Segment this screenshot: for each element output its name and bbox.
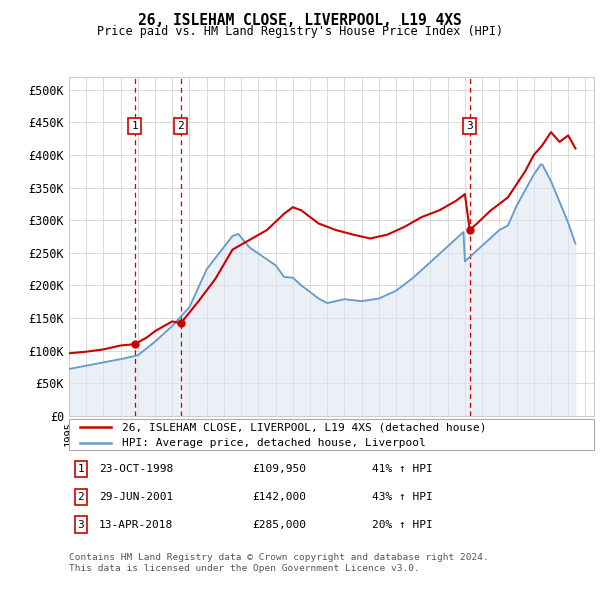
Text: 3: 3 (466, 121, 473, 131)
Text: £109,950: £109,950 (252, 464, 306, 474)
Text: 26, ISLEHAM CLOSE, LIVERPOOL, L19 4XS (detached house): 26, ISLEHAM CLOSE, LIVERPOOL, L19 4XS (d… (121, 422, 486, 432)
Text: 2: 2 (178, 121, 184, 131)
Text: 2: 2 (77, 492, 85, 502)
Text: £285,000: £285,000 (252, 520, 306, 529)
Text: 3: 3 (77, 520, 85, 529)
Text: 1: 1 (77, 464, 85, 474)
Text: 43% ↑ HPI: 43% ↑ HPI (372, 492, 433, 502)
Text: 20% ↑ HPI: 20% ↑ HPI (372, 520, 433, 529)
Text: Price paid vs. HM Land Registry's House Price Index (HPI): Price paid vs. HM Land Registry's House … (97, 25, 503, 38)
Text: 26, ISLEHAM CLOSE, LIVERPOOL, L19 4XS: 26, ISLEHAM CLOSE, LIVERPOOL, L19 4XS (138, 13, 462, 28)
Text: 1: 1 (131, 121, 138, 131)
Text: £142,000: £142,000 (252, 492, 306, 502)
Text: 13-APR-2018: 13-APR-2018 (99, 520, 173, 529)
Text: 23-OCT-1998: 23-OCT-1998 (99, 464, 173, 474)
Text: Contains HM Land Registry data © Crown copyright and database right 2024.
This d: Contains HM Land Registry data © Crown c… (69, 553, 489, 573)
FancyBboxPatch shape (69, 419, 594, 450)
Text: HPI: Average price, detached house, Liverpool: HPI: Average price, detached house, Live… (121, 438, 425, 448)
Text: 41% ↑ HPI: 41% ↑ HPI (372, 464, 433, 474)
Text: 29-JUN-2001: 29-JUN-2001 (99, 492, 173, 502)
